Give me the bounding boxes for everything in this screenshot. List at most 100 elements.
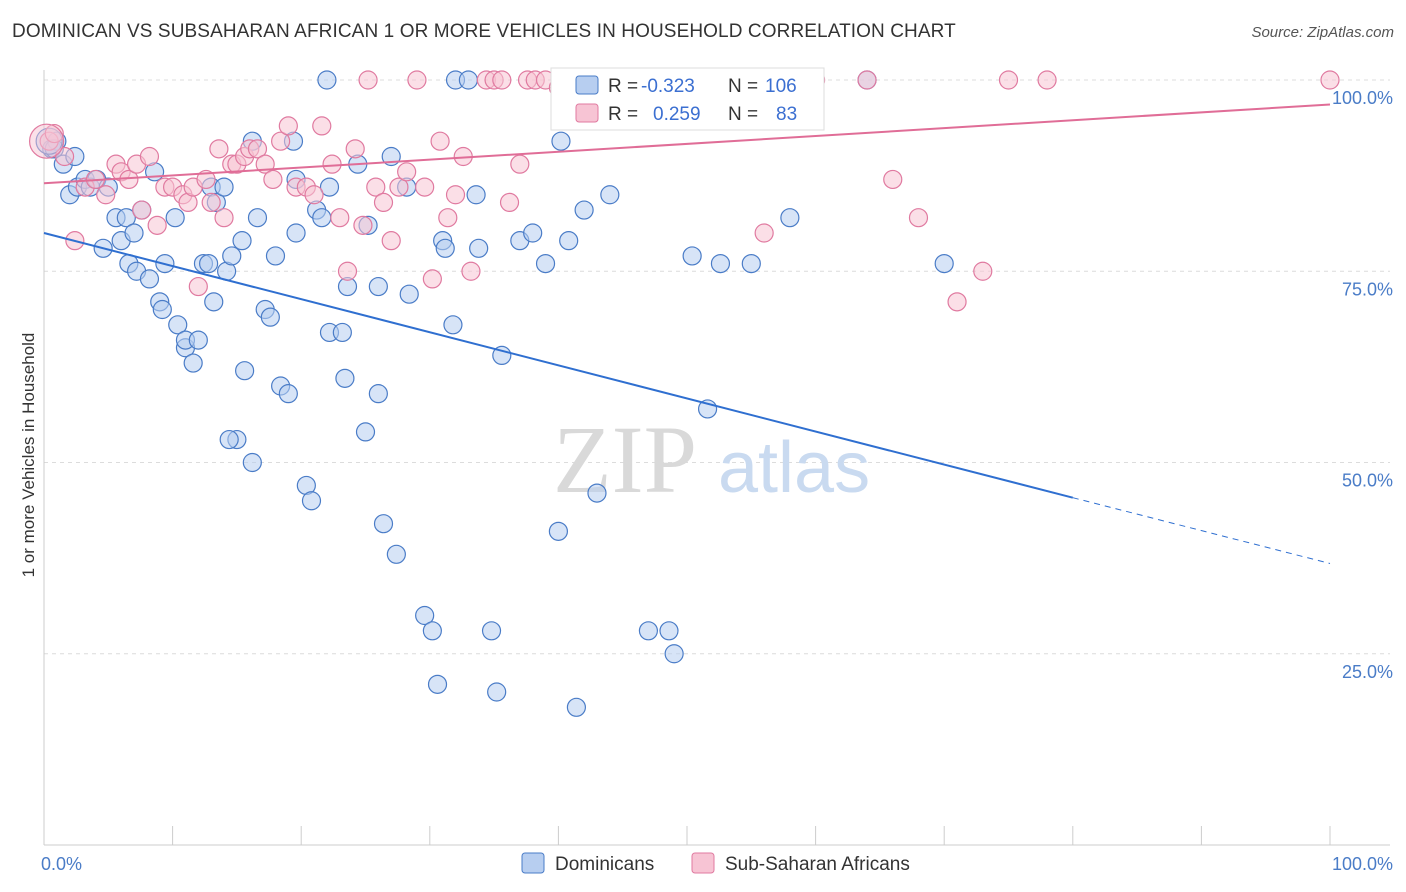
dominican-point	[469, 238, 489, 258]
dominican-point	[312, 208, 332, 228]
subsaharan-point	[358, 70, 378, 90]
subsaharan-point	[381, 231, 401, 251]
dominican-point	[741, 254, 761, 274]
dominican-point	[682, 246, 702, 266]
subsaharan-point	[857, 70, 877, 90]
subsaharan-point	[397, 162, 417, 182]
subsaharan-point	[366, 177, 386, 197]
subsaharan-point	[214, 208, 234, 228]
subsaharan-point	[304, 185, 324, 205]
dominican-point	[332, 322, 352, 343]
subsaharan-point	[415, 177, 435, 197]
dominican-point	[214, 177, 234, 197]
dominican-point	[466, 185, 486, 205]
y-tick-label-1: 25.0%	[1342, 662, 1393, 682]
dominican-point	[487, 682, 507, 702]
y-tick-label-3: 75.0%	[1342, 279, 1393, 299]
dominican-point	[373, 514, 394, 534]
dominican-point	[219, 429, 239, 450]
dominican-trend-line-dashed	[1072, 497, 1331, 564]
dominican-point	[235, 361, 255, 381]
dominican-point	[551, 131, 571, 151]
dominican-point	[183, 353, 203, 373]
dominican-point	[934, 254, 954, 274]
dominican-point	[168, 315, 188, 335]
x-tick-labels: 0.0% 100.0%	[41, 854, 1393, 874]
subsaharan-point	[998, 70, 1019, 90]
legend-r-value-1: -0.323	[641, 76, 695, 97]
subsaharan-point	[422, 269, 442, 289]
dominican-point	[139, 269, 160, 289]
subsaharan-point	[407, 70, 427, 90]
dominican-point	[574, 200, 594, 220]
subsaharan-point	[947, 292, 967, 312]
subsaharan-point	[510, 154, 530, 174]
subsaharan-point	[28, 123, 65, 159]
dominican-point	[566, 697, 587, 717]
subsaharan-point	[430, 131, 450, 151]
subsaharan-point	[139, 146, 160, 167]
subsaharan-point	[883, 169, 903, 190]
trend-lines	[43, 103, 1331, 564]
subsaharan-point	[337, 261, 358, 281]
subsaharan-point	[263, 169, 283, 190]
subsaharan-point	[147, 215, 167, 235]
subsaharan-point	[345, 139, 365, 159]
x-tick-label-end: 100.0%	[1332, 854, 1393, 874]
subsaharan-point	[201, 192, 221, 212]
y-tick-label-2: 50.0%	[1342, 471, 1393, 491]
dominican-point	[355, 422, 376, 442]
watermark: ZIP atlas	[553, 406, 870, 513]
dominican-point	[265, 246, 286, 266]
dominican-point	[548, 521, 569, 541]
legend-r-label-1: R =	[608, 76, 638, 97]
legend-swatch-pink	[575, 103, 599, 123]
dominican-point	[317, 70, 337, 90]
dominican-point	[188, 330, 208, 350]
dominican-point	[443, 315, 463, 335]
bottom-legend-swatch-dominicans	[521, 852, 545, 874]
dominican-point	[242, 452, 262, 473]
dominican-point	[199, 254, 219, 274]
subsaharan-point	[330, 208, 350, 228]
dominican-point	[386, 544, 406, 564]
dominican-point	[638, 621, 659, 641]
subsaharan-point	[438, 208, 458, 228]
dominican-point	[278, 384, 298, 404]
subsaharan-point	[353, 215, 373, 235]
dominican-point	[399, 284, 419, 304]
subsaharan-point	[973, 261, 993, 281]
bottom-legend: Dominicans Sub-Saharan Africans	[521, 852, 910, 875]
watermark-zip: ZIP	[553, 406, 697, 513]
subsaharan-point	[312, 116, 332, 136]
y-tick-labels: 25.0% 50.0% 75.0% 100.0%	[1332, 88, 1393, 682]
dominican-point	[232, 231, 252, 251]
dominican-point	[301, 491, 322, 511]
subsaharan-point	[754, 223, 774, 243]
subsaharan-point	[492, 70, 512, 90]
subsaharan-point	[322, 154, 342, 174]
subsaharan-point	[247, 139, 268, 159]
dominican-trend-line	[43, 232, 1074, 499]
dominican-point	[286, 223, 306, 243]
subsaharan-point	[196, 169, 216, 190]
subsaharan-point	[499, 192, 520, 212]
legend-n-label-2: N =	[728, 104, 758, 125]
dominican-point	[492, 345, 512, 365]
dominican-point	[710, 254, 731, 274]
watermark-atlas: atlas	[718, 428, 870, 508]
dominican-point	[368, 276, 388, 297]
chart-title: DOMINICAN VS SUBSAHARAN AFRICAN 1 OR MOR…	[12, 21, 956, 42]
legend-n-value-2: 83	[776, 104, 797, 125]
subsaharan-point	[132, 200, 152, 220]
dominican-point	[559, 231, 579, 251]
dominican-point	[116, 208, 136, 228]
legend-swatch-blue	[575, 75, 599, 95]
subsaharan-point	[445, 185, 466, 205]
dominican-point	[204, 292, 224, 312]
dominican-point	[600, 185, 620, 205]
subsaharan-trend-line	[43, 103, 1331, 185]
y-tick-label-4: 100.0%	[1332, 88, 1393, 108]
dominican-point	[435, 238, 455, 258]
